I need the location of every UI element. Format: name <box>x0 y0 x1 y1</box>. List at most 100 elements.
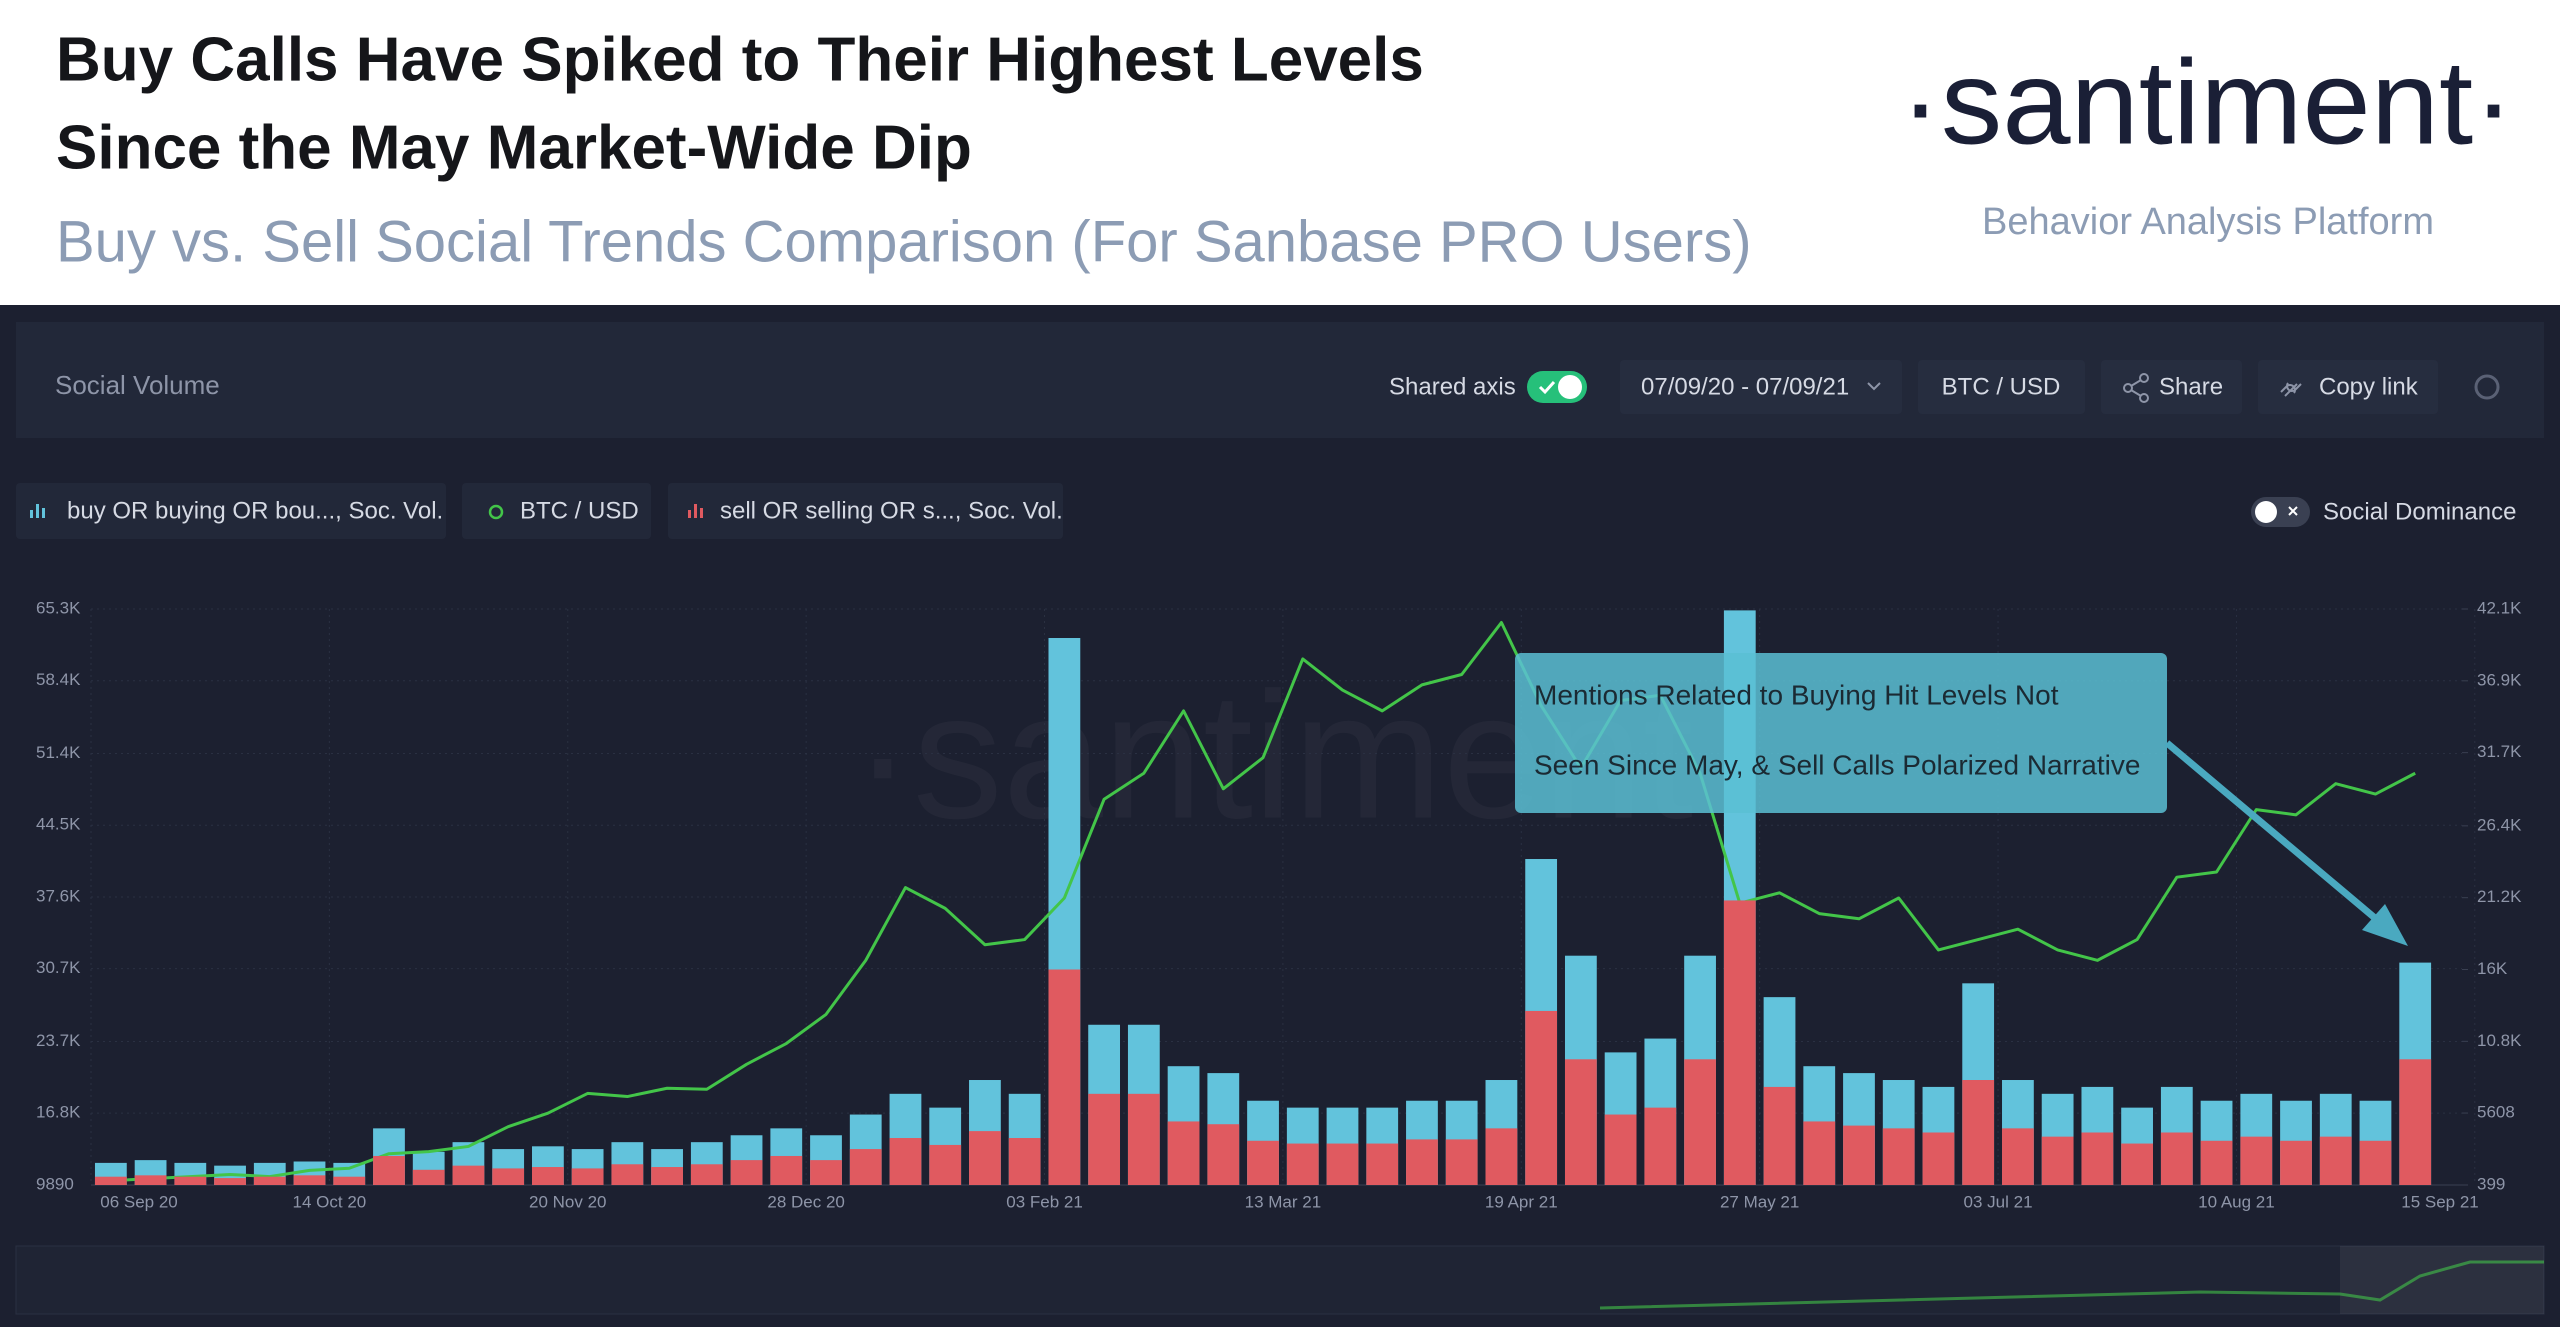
bar <box>1525 1010 1558 1185</box>
legend-chip[interactable] <box>668 483 1063 539</box>
bar <box>2121 1143 2153 1185</box>
bar <box>1485 1128 1518 1185</box>
check-icon <box>1538 380 1556 395</box>
bar <box>1445 1139 1478 1185</box>
x-icon <box>2288 506 2298 516</box>
legend-chip[interactable] <box>462 483 651 539</box>
bar <box>770 1155 803 1185</box>
subtitle: Buy vs. Sell Social Trends Comparison (F… <box>56 209 1752 274</box>
date-button[interactable] <box>1620 360 1902 414</box>
bar <box>2081 1132 2114 1185</box>
bar <box>849 1149 882 1185</box>
annotation-text: Seen Since May, & Sell Calls Polarized N… <box>1534 749 2140 780</box>
tagline: Behavior Analysis Platform <box>1982 201 2434 243</box>
copy-link: Copy link <box>2319 373 2419 400</box>
y2-tick-label: 36.9K <box>2477 670 2522 689</box>
bar <box>1207 1124 1240 1185</box>
bar <box>2041 1136 2074 1185</box>
header-bg <box>0 0 2560 305</box>
x-tick-label: 03 Feb 21 <box>1006 1192 1083 1211</box>
share: Share <box>2159 373 2223 400</box>
bar <box>571 1168 604 1185</box>
bar <box>2240 1136 2273 1185</box>
x-tick-label: 28 Dec 20 <box>767 1192 845 1211</box>
bar <box>134 1175 167 1185</box>
x-tick-label: 14 Oct 20 <box>293 1192 367 1211</box>
bar <box>929 1144 962 1185</box>
y-tick-label: 37.6K <box>36 886 81 905</box>
title: Since the May Market-Wide Dip <box>56 113 972 182</box>
bar <box>1882 1128 1915 1185</box>
y-tick-label: 16.8K <box>36 1103 81 1122</box>
logo: ·santiment· <box>1900 36 2514 170</box>
toggle-knob <box>1558 375 1582 399</box>
legend-icon <box>688 510 691 518</box>
legend-icon <box>42 508 45 518</box>
chevron <box>1867 382 1881 391</box>
legend-chip[interactable] <box>16 483 446 539</box>
bar <box>94 1176 127 1185</box>
social-dominance-label: Social Dominance <box>2323 498 2516 525</box>
share-button[interactable] <box>2101 360 2242 414</box>
bar <box>253 1176 286 1185</box>
bar <box>651 1167 683 1185</box>
settings-icon[interactable] <box>2474 374 2500 400</box>
bar <box>1008 1138 1041 1185</box>
y-tick-label: 23.7K <box>36 1031 81 1050</box>
x-tick-label: 15 Sep 21 <box>2401 1192 2479 1211</box>
bar <box>1167 1121 1200 1185</box>
y-tick-label: 58.4K <box>36 670 81 689</box>
y-tick-label: 44.5K <box>36 815 81 834</box>
x-tick-label: 03 Jul 21 <box>1964 1192 2033 1211</box>
y-tick-label: 30.7K <box>36 958 81 977</box>
bar <box>2319 1136 2352 1185</box>
navigator[interactable] <box>15 1245 2545 1315</box>
toggle-knob <box>2255 501 2277 523</box>
bar <box>2160 1132 2193 1185</box>
bar <box>492 1168 525 1185</box>
bar <box>1644 1107 1677 1185</box>
navigator-line <box>1599 1260 2544 1310</box>
y-tick-label: 9890 <box>36 1174 74 1193</box>
bar <box>1962 1080 1995 1185</box>
plot: 9890 16.8K 23.7K 30.7K 37.6K 44.5K 51.4K 58.4K 6… <box>36 598 2522 1211</box>
share-icon <box>2123 373 2149 403</box>
y2-tick-label: 399 <box>2477 1174 2505 1193</box>
link-icon <box>2280 382 2302 397</box>
y2-tick-label: 31.7K <box>2477 742 2522 761</box>
bar <box>2200 1140 2233 1185</box>
x-tick-label: 20 Nov 20 <box>529 1192 607 1211</box>
shared-axis-label: Shared axis <box>1389 373 1516 400</box>
copy-link-button[interactable] <box>2258 360 2438 414</box>
bar <box>1127 1093 1160 1185</box>
annotation-text: Mentions Related to Buying Hit Levels No… <box>1534 679 2059 710</box>
bar <box>2280 1140 2312 1185</box>
bar <box>1286 1143 1319 1185</box>
bar <box>1247 1140 1279 1185</box>
bar <box>214 1178 246 1185</box>
annotation-arrow <box>2164 740 2391 932</box>
bar <box>1723 900 1756 1185</box>
y2-tick-label: 42.1K <box>2477 598 2522 617</box>
bar <box>730 1160 763 1185</box>
legend-icon <box>30 510 33 518</box>
bar <box>373 1155 405 1185</box>
bar <box>532 1167 564 1185</box>
bar <box>2359 1140 2392 1185</box>
legend-icon <box>694 504 697 518</box>
panel-title: Social Volume <box>55 370 220 400</box>
pair-button[interactable] <box>1918 360 2085 414</box>
navigator-window[interactable] <box>2340 1246 2544 1314</box>
pair: BTC / USD <box>1942 373 2061 400</box>
bar <box>1088 1093 1121 1185</box>
bar <box>1604 1114 1637 1185</box>
bar <box>1326 1143 1359 1185</box>
bar <box>1763 1086 1796 1185</box>
x-tick-label: 06 Sep 20 <box>100 1192 178 1211</box>
y-tick-label: 65.3K <box>36 598 81 617</box>
x-tick-label: 27 May 21 <box>1720 1192 1799 1211</box>
bar <box>611 1164 644 1185</box>
bar <box>333 1176 366 1185</box>
bar <box>1366 1143 1399 1185</box>
